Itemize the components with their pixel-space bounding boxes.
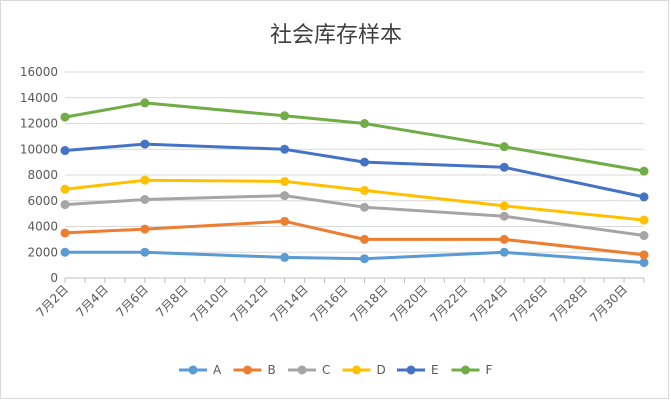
axes: 0 2000 4000 6000 8000 10000 12000 14000 16000 7月2…	[20, 65, 645, 325]
legend-item-A: A	[179, 363, 222, 377]
data-point-C	[499, 211, 509, 221]
x-tick-label: 7月30日	[587, 282, 630, 325]
data-point-F	[359, 119, 369, 128]
y-tick-label: 8000	[27, 168, 58, 182]
legend-swatch-marker	[406, 365, 416, 375]
series-line-D	[63, 178, 646, 222]
x-tick-label: 7月18日	[348, 282, 391, 325]
data-point-D	[60, 184, 70, 194]
y-tick-label: 12000	[20, 117, 58, 131]
x-tick-label: 7月22日	[427, 282, 470, 325]
data-point-D	[140, 175, 150, 185]
legend-item-F: F	[451, 363, 493, 377]
data-point-C	[60, 200, 70, 210]
data-point-C	[140, 194, 150, 204]
x-tick-label: 7月8日	[153, 282, 191, 320]
data-point-F	[280, 111, 290, 121]
legend-swatch-marker	[243, 365, 252, 375]
series-B	[60, 216, 649, 260]
series-E	[60, 139, 649, 202]
series-C	[60, 191, 649, 241]
legend: A B C D E F	[179, 363, 493, 377]
series-line-B	[63, 219, 646, 257]
x-tick-label: 7月14日	[268, 282, 311, 325]
data-point-F	[499, 142, 509, 152]
legend-item-D: D	[342, 363, 386, 377]
data-point-B	[499, 234, 509, 244]
legend-label: B	[268, 363, 276, 377]
series-line-E	[63, 142, 646, 199]
legend-item-E: E	[397, 363, 439, 377]
x-tick-label: 7月28日	[547, 282, 590, 325]
legend-swatch-marker	[297, 365, 307, 375]
y-tick-label: 16000	[20, 65, 58, 79]
series-F	[60, 98, 649, 176]
data-point-D	[499, 201, 509, 211]
legend-item-C: C	[288, 363, 330, 377]
legend-swatch-marker	[461, 365, 470, 375]
series-line-C	[63, 194, 646, 237]
legend-item-B: B	[233, 363, 276, 377]
y-tick-label: 14000	[20, 91, 58, 105]
x-tick-label: 7月4日	[73, 282, 111, 320]
data-point-E	[359, 157, 369, 167]
legend-label: F	[486, 363, 493, 377]
legend-label: A	[213, 363, 222, 377]
data-point-A	[359, 254, 369, 264]
data-point-B	[60, 228, 70, 238]
series-A	[60, 247, 649, 268]
x-tick-label: 7月12日	[228, 282, 271, 325]
data-point-A	[639, 258, 649, 268]
data-point-F	[140, 98, 150, 108]
x-tick-label: 7月24日	[467, 282, 510, 325]
data-point-F	[60, 112, 70, 122]
y-tick-label: 4000	[27, 220, 58, 234]
data-point-B	[359, 234, 369, 244]
series-line-A	[63, 250, 646, 265]
legend-label: D	[377, 363, 386, 377]
data-point-F	[639, 166, 649, 176]
x-tick-label: 7月2日	[33, 282, 71, 320]
x-tick-label: 7月6日	[113, 282, 151, 320]
series-line-F	[63, 101, 646, 173]
data-point-C	[280, 191, 290, 201]
y-tick-label: 6000	[27, 194, 58, 208]
x-tick-label: 7月20日	[387, 282, 430, 325]
data-point-E	[499, 162, 509, 172]
data-point-B	[639, 250, 649, 260]
data-point-A	[140, 247, 150, 257]
series-lines	[60, 98, 649, 268]
legend-label: E	[431, 363, 439, 377]
x-tick-label: 7月16日	[308, 282, 351, 325]
data-point-C	[359, 202, 369, 212]
gridlines	[65, 71, 644, 253]
y-tick-label: 2000	[27, 245, 58, 259]
data-point-E	[60, 146, 70, 156]
y-tick-label: 0	[50, 271, 58, 285]
legend-label: C	[322, 363, 330, 377]
data-point-B	[280, 216, 290, 226]
data-point-E	[280, 144, 290, 154]
data-point-D	[359, 185, 369, 195]
data-point-A	[280, 252, 290, 262]
legend-swatch-marker	[188, 365, 198, 375]
data-point-E	[639, 192, 649, 202]
data-point-A	[60, 247, 70, 257]
data-point-A	[499, 247, 509, 257]
legend-swatch-marker	[352, 365, 361, 375]
x-tick-label: 7月10日	[188, 282, 231, 325]
data-point-D	[280, 176, 290, 186]
data-point-E	[140, 139, 150, 149]
x-tick-label: 7月26日	[507, 282, 550, 325]
data-point-D	[639, 215, 649, 225]
data-point-C	[639, 231, 649, 241]
chart-title: 社会库存样本	[270, 23, 402, 48]
series-D	[60, 175, 649, 225]
y-tick-label: 10000	[20, 142, 58, 156]
data-point-B	[140, 224, 150, 234]
